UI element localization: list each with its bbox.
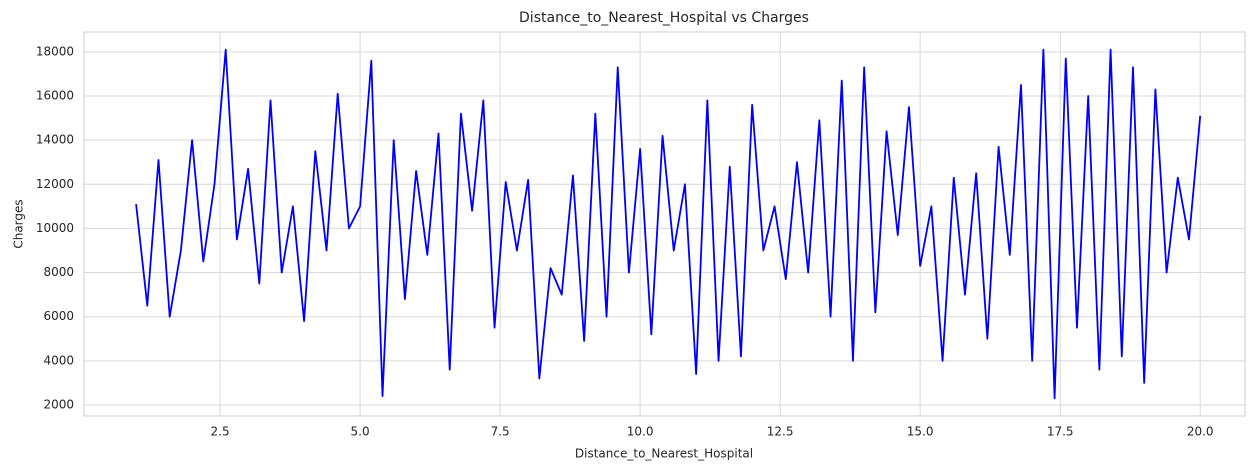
chart-title: Distance_to_Nearest_Hospital vs Charges bbox=[519, 10, 809, 26]
x-tick-label: 15.0 bbox=[907, 425, 934, 439]
y-tick-label: 2000 bbox=[43, 397, 74, 411]
x-tick-label: 17.5 bbox=[1047, 425, 1074, 439]
x-tick-label: 5.0 bbox=[351, 425, 370, 439]
y-tick-label: 16000 bbox=[36, 89, 74, 103]
x-tick-label: 12.5 bbox=[767, 425, 794, 439]
x-tick-label: 10.0 bbox=[627, 425, 654, 439]
x-tick-label: 20.0 bbox=[1187, 425, 1214, 439]
x-tick-label: 2.5 bbox=[211, 425, 230, 439]
y-tick-label: 12000 bbox=[36, 177, 74, 191]
x-tick-label: 7.5 bbox=[491, 425, 510, 439]
y-tick-label: 14000 bbox=[36, 133, 74, 147]
y-tick-label: 10000 bbox=[36, 221, 74, 235]
y-axis-label: Charges bbox=[12, 199, 26, 248]
y-tick-label: 18000 bbox=[36, 44, 74, 58]
x-axis-label: Distance_to_Nearest_Hospital bbox=[575, 447, 753, 461]
y-tick-label: 4000 bbox=[43, 353, 74, 367]
plot-frame bbox=[83, 31, 1246, 417]
data-line bbox=[135, 48, 1202, 400]
y-tick-label: 8000 bbox=[43, 265, 74, 279]
y-tick-label: 6000 bbox=[43, 309, 74, 323]
